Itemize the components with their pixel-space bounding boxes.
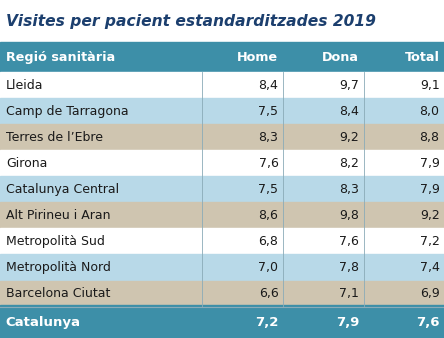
Text: Home: Home	[237, 51, 278, 64]
Text: 7,6: 7,6	[258, 157, 278, 170]
Bar	[0, 42, 444, 72]
Text: 6,9: 6,9	[420, 287, 440, 300]
Text: Catalunya Central: Catalunya Central	[6, 183, 119, 196]
Text: Metropolità Nord: Metropolità Nord	[6, 261, 111, 274]
Text: Alt Pirineu i Aran: Alt Pirineu i Aran	[6, 209, 110, 222]
Text: Regió sanitària: Regió sanitària	[6, 51, 115, 64]
Text: 7,2: 7,2	[420, 235, 440, 248]
Text: 8,3: 8,3	[339, 183, 359, 196]
Text: 7,9: 7,9	[420, 183, 440, 196]
Text: 7,9: 7,9	[336, 316, 359, 329]
Text: 9,2: 9,2	[420, 209, 440, 222]
Text: 7,1: 7,1	[339, 287, 359, 300]
Bar	[0, 124, 444, 150]
Text: 8,4: 8,4	[258, 78, 278, 92]
Text: Visites per pacient estandarditzades 2019: Visites per pacient estandarditzades 201…	[6, 14, 376, 29]
Text: Barcelona Ciutat: Barcelona Ciutat	[6, 287, 110, 300]
Text: 7,5: 7,5	[258, 183, 278, 196]
Bar	[0, 307, 444, 338]
Bar	[0, 0, 444, 42]
Text: 8,3: 8,3	[258, 131, 278, 144]
Text: 7,9: 7,9	[420, 157, 440, 170]
Bar	[0, 98, 444, 124]
Text: 9,8: 9,8	[339, 209, 359, 222]
Bar	[0, 281, 444, 307]
Text: 8,2: 8,2	[339, 157, 359, 170]
Text: 8,8: 8,8	[420, 131, 440, 144]
Text: 7,5: 7,5	[258, 104, 278, 118]
Text: 7,8: 7,8	[339, 261, 359, 274]
Text: 9,7: 9,7	[339, 78, 359, 92]
Text: 8,4: 8,4	[339, 104, 359, 118]
Text: Metropolità Sud: Metropolità Sud	[6, 235, 105, 248]
Text: 6,8: 6,8	[258, 235, 278, 248]
Text: 7,6: 7,6	[339, 235, 359, 248]
Text: Girona: Girona	[6, 157, 47, 170]
Bar	[0, 255, 444, 281]
Text: 7,6: 7,6	[416, 316, 440, 329]
Text: 9,2: 9,2	[340, 131, 359, 144]
Text: 7,0: 7,0	[258, 261, 278, 274]
Text: Lleida: Lleida	[6, 78, 43, 92]
Bar	[0, 305, 444, 338]
Bar	[0, 150, 444, 176]
Bar	[0, 72, 444, 98]
Bar	[0, 176, 444, 202]
Text: Dona: Dona	[322, 51, 359, 64]
Text: 9,1: 9,1	[420, 78, 440, 92]
Text: Catalunya: Catalunya	[6, 316, 81, 329]
Bar	[0, 228, 444, 255]
Text: 6,6: 6,6	[259, 287, 278, 300]
Text: Camp de Tarragona: Camp de Tarragona	[6, 104, 128, 118]
Bar	[0, 202, 444, 228]
Text: 7,4: 7,4	[420, 261, 440, 274]
Text: 7,2: 7,2	[255, 316, 278, 329]
Text: 8,6: 8,6	[258, 209, 278, 222]
Text: Total: Total	[404, 51, 440, 64]
Text: 8,0: 8,0	[420, 104, 440, 118]
Text: Terres de l’Ebre: Terres de l’Ebre	[6, 131, 103, 144]
